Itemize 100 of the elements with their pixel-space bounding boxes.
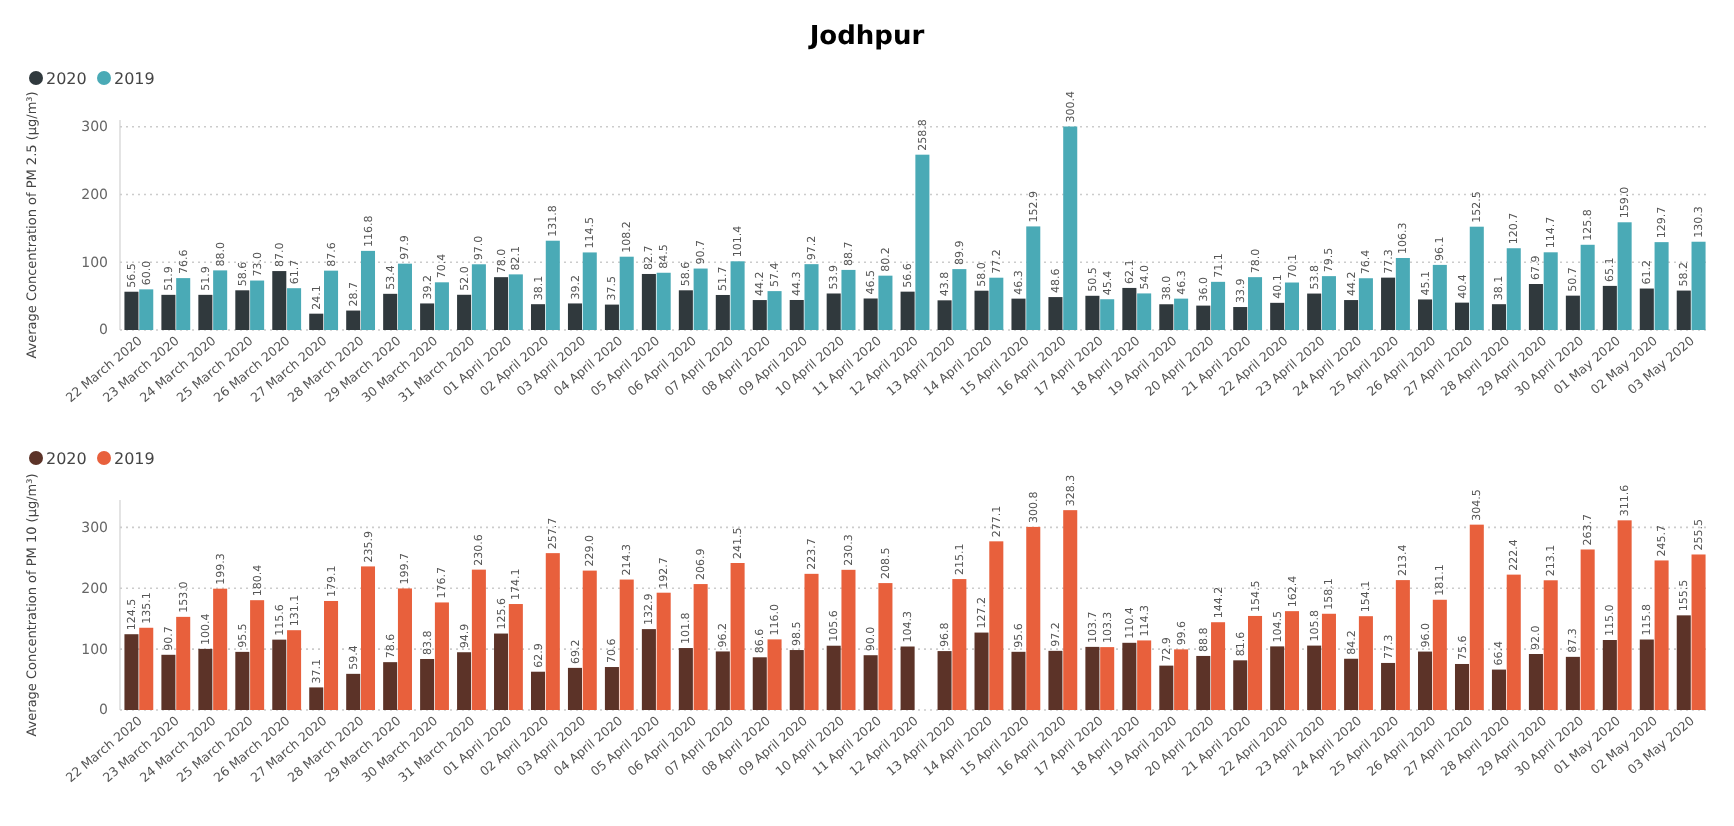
bar <box>1284 611 1300 710</box>
bar <box>937 651 952 710</box>
bar <box>397 263 412 330</box>
bar <box>678 648 693 710</box>
bar <box>582 252 597 330</box>
bar <box>1418 651 1433 710</box>
bar <box>1211 281 1226 330</box>
bar <box>693 268 708 330</box>
bar <box>619 579 634 710</box>
bar <box>767 639 782 710</box>
bar <box>1100 647 1115 710</box>
bar <box>1159 304 1174 330</box>
bar <box>915 154 930 330</box>
bar <box>1639 639 1654 710</box>
bar <box>841 269 856 330</box>
bar <box>494 277 509 330</box>
bar <box>604 304 619 330</box>
bar <box>1506 574 1521 710</box>
bar <box>730 261 745 330</box>
bar <box>139 627 154 710</box>
bar <box>752 657 767 710</box>
bar <box>604 667 619 710</box>
bar <box>1011 298 1026 330</box>
bar <box>1691 554 1706 710</box>
chart-title: Jodhpur <box>807 22 926 52</box>
legend-label: 2020 <box>46 70 87 88</box>
bar <box>789 299 804 330</box>
bar <box>1676 290 1691 330</box>
bar <box>656 592 671 710</box>
bar <box>1381 662 1396 710</box>
bar <box>508 604 523 710</box>
bar <box>161 654 176 710</box>
bar <box>1543 580 1558 710</box>
bar <box>1432 264 1447 330</box>
bar <box>1307 293 1322 330</box>
bar <box>1307 645 1322 710</box>
bar <box>1602 640 1617 710</box>
bar <box>582 570 597 710</box>
bar <box>1654 242 1669 330</box>
bar <box>1528 284 1543 330</box>
bar <box>937 300 952 330</box>
bar <box>1565 656 1580 710</box>
bar <box>1174 298 1189 330</box>
bar <box>1381 277 1396 330</box>
bar <box>1321 613 1336 710</box>
bar <box>752 300 767 330</box>
bar <box>1358 616 1373 710</box>
bar <box>235 290 250 330</box>
bar <box>641 629 656 710</box>
bar <box>826 293 841 330</box>
bar <box>309 313 324 330</box>
bar <box>1469 226 1484 330</box>
bar <box>641 273 656 330</box>
bar <box>457 652 472 710</box>
bar <box>878 275 893 330</box>
bar <box>508 274 523 330</box>
bar <box>545 553 560 710</box>
bar <box>1011 651 1026 710</box>
bar <box>1159 665 1174 710</box>
bar <box>1580 549 1595 710</box>
bar <box>346 310 361 330</box>
bar <box>434 282 449 330</box>
bar <box>1580 244 1595 330</box>
bar <box>124 634 139 710</box>
bar <box>213 588 228 710</box>
bar <box>1454 302 1470 330</box>
bar <box>1469 524 1484 710</box>
bar <box>1321 276 1336 330</box>
legend-label: 2019 <box>114 450 155 468</box>
bar <box>545 240 560 330</box>
bar <box>804 573 819 710</box>
bar <box>250 280 265 330</box>
bar <box>804 264 819 330</box>
bar <box>1491 304 1506 330</box>
bar <box>213 270 228 330</box>
bar <box>1543 252 1558 330</box>
bar <box>1528 654 1543 710</box>
bar <box>530 304 546 330</box>
bar <box>1122 287 1137 330</box>
bar <box>1248 615 1263 710</box>
bar <box>530 671 546 710</box>
bar <box>789 650 804 710</box>
bar <box>176 278 191 330</box>
bar <box>360 566 376 710</box>
bar <box>383 662 398 710</box>
bar <box>383 293 398 330</box>
bar <box>1026 226 1041 330</box>
bar <box>309 687 324 710</box>
bar <box>250 600 265 710</box>
bar <box>235 651 250 710</box>
bar <box>1395 580 1410 710</box>
bar <box>863 655 878 710</box>
bar <box>397 588 412 710</box>
legend-label: 2020 <box>46 450 87 468</box>
bar <box>1100 299 1115 330</box>
bar <box>1602 285 1617 330</box>
bar <box>974 290 989 330</box>
bar <box>1418 299 1433 330</box>
bar <box>693 584 708 710</box>
bar <box>198 648 213 710</box>
